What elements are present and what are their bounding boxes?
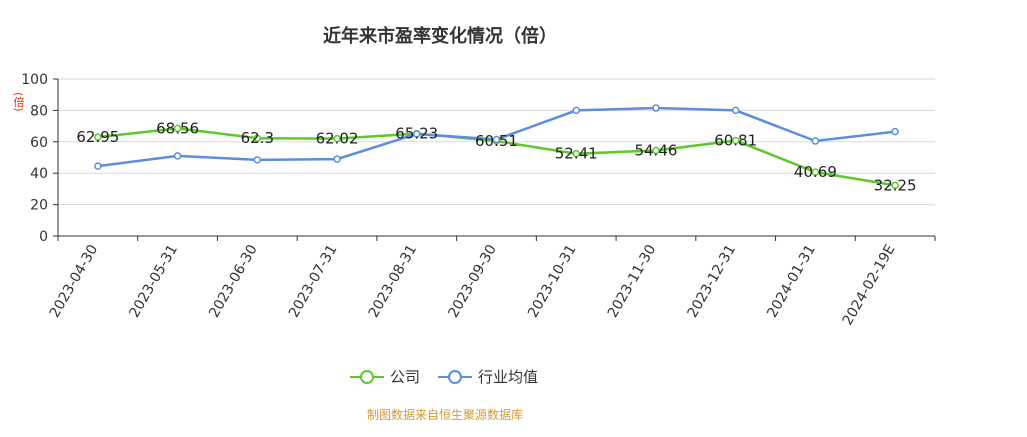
y-axis-unit-label: (倍) xyxy=(12,92,25,112)
y-tick-label: 80 xyxy=(30,103,48,119)
x-tick-label: 2023-09-30 xyxy=(445,242,500,320)
data-point-1 xyxy=(253,156,262,164)
x-tick-label: 2023-12-31 xyxy=(685,242,740,320)
data-label: 60.51 xyxy=(475,132,518,150)
data-point-1 xyxy=(572,106,580,115)
data-label: 62.02 xyxy=(316,130,359,148)
data-label: 62.95 xyxy=(76,128,119,146)
y-tick-label: 0 xyxy=(39,229,48,245)
x-tick-label: 2024-02-19E xyxy=(840,242,899,328)
x-tick-label: 2023-10-31 xyxy=(525,242,580,320)
legend-item-company[interactable]: 公司 xyxy=(350,366,420,387)
data-point-1 xyxy=(492,135,501,144)
x-tick-label: 2023-04-30 xyxy=(47,242,102,320)
x-tick-label: 2024-01-31 xyxy=(764,242,819,320)
data-point-1 xyxy=(731,106,740,115)
data-label: 32.25 xyxy=(874,176,917,194)
data-point-0 xyxy=(891,181,899,190)
legend: 公司 行业均值 xyxy=(350,366,538,387)
y-tick-label: 40 xyxy=(30,166,48,182)
data-point-1 xyxy=(94,162,102,170)
data-point-1 xyxy=(173,152,182,160)
legend-industry-average-label: 行业均值 xyxy=(478,368,539,386)
data-point-0 xyxy=(94,133,102,141)
data-label: 52.41 xyxy=(555,145,598,163)
data-point-1 xyxy=(891,127,899,136)
data-point-0 xyxy=(652,146,660,155)
data-label: 68.56 xyxy=(156,119,199,137)
y-tick-label: 100 xyxy=(21,72,48,88)
data-point-1 xyxy=(413,130,421,138)
data-point-0 xyxy=(811,168,820,176)
x-tick-label: 2023-11-30 xyxy=(605,242,660,320)
data-point-0 xyxy=(572,149,580,158)
data-point-1 xyxy=(652,104,660,112)
source-note: 制图数据来自恒生聚源数据库 xyxy=(366,408,523,422)
data-point-1 xyxy=(811,137,820,145)
legend-item-industry-average[interactable]: 行业均值 xyxy=(438,366,538,387)
data-label: 65.23 xyxy=(395,125,438,143)
x-tick-label: 2023-08-31 xyxy=(366,242,421,320)
data-point-0 xyxy=(333,134,341,143)
data-label: 60.81 xyxy=(714,132,757,150)
data-label: 54.46 xyxy=(634,141,677,159)
chart-title: 近年来市盈率变化情况（倍） xyxy=(323,26,557,47)
legend-company-icon xyxy=(350,369,384,384)
y-tick-label: 60 xyxy=(30,135,48,151)
y-tick-label: 20 xyxy=(30,198,48,214)
data-label: 40.69 xyxy=(794,163,837,181)
data-point-0 xyxy=(253,134,262,142)
data-point-1 xyxy=(333,155,341,163)
data-point-0 xyxy=(731,136,740,145)
data-label: 62.3 xyxy=(241,129,274,147)
legend-industry-average-icon xyxy=(438,369,473,384)
x-tick-label: 2023-06-30 xyxy=(206,242,261,320)
x-tick-label: 2023-07-31 xyxy=(286,242,341,320)
legend-company-label: 公司 xyxy=(390,368,421,386)
data-point-0 xyxy=(173,124,182,133)
x-tick-label: 2023-05-31 xyxy=(127,242,182,320)
